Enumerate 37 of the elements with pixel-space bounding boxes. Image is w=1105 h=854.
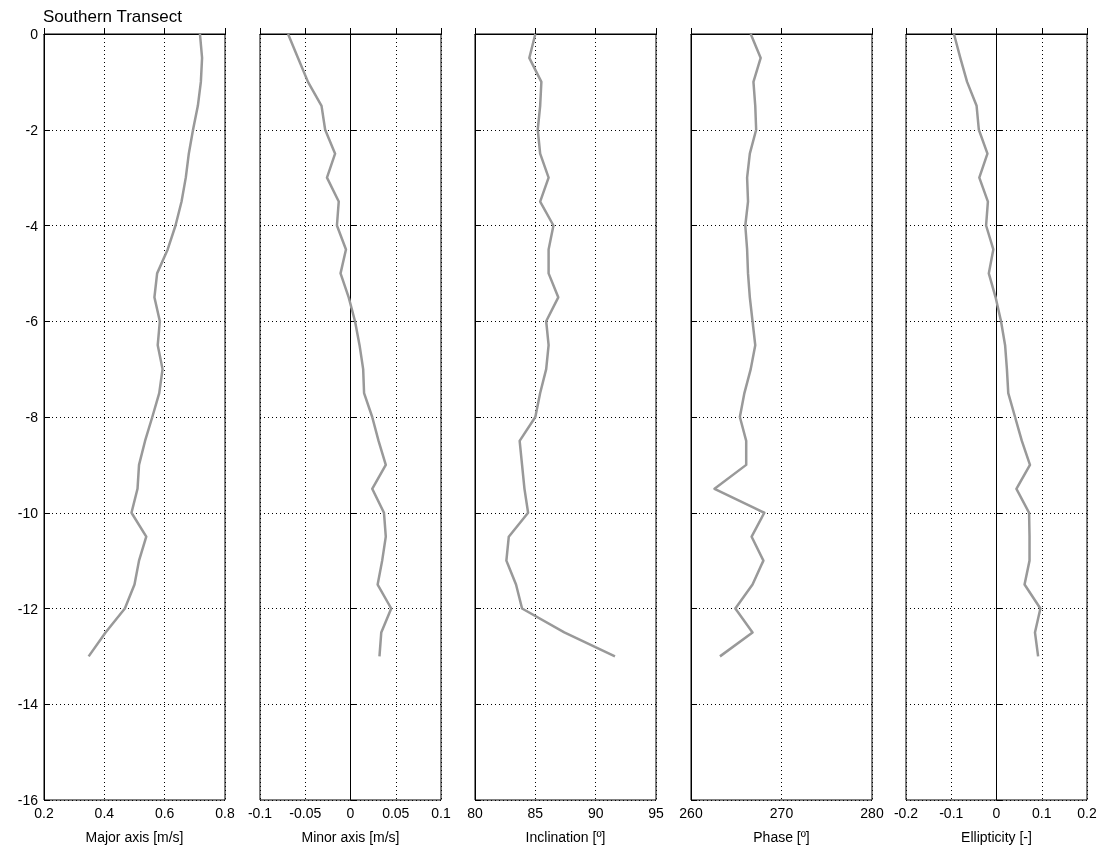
x-tick-label: 0.1 [430,805,451,821]
x-tick-label: 0.1 [1032,805,1053,821]
y-tick-label: -6 [25,313,39,330]
y-tick-label: -4 [25,217,39,234]
y-tick-label: -14 [17,696,39,713]
x-tick-label: 0.6 [154,805,175,821]
x-axis-title: Ellipticity [-] [961,829,1033,845]
x-tick-label: 90 [588,805,604,821]
x-tick-label: -0.1 [247,805,272,821]
x-tick-label: 0.05 [381,805,410,821]
x-tick-label: 85 [527,805,544,821]
x-tick-label: 95 [648,805,665,821]
x-tick-label: -0.1 [939,805,964,821]
x-tick-label: 0.2 [34,805,54,821]
line-series [87,32,204,658]
x-tick-label: 0.2 [1077,805,1098,821]
y-tick-label: -12 [17,600,39,617]
x-tick-label: 0 [346,805,355,821]
y-tick-label: -16 [17,792,39,808]
x-tick-label: 260 [679,805,703,821]
x-axis-title: Phase [º] [753,829,810,845]
x-tick-label: 280 [860,805,884,821]
x-axis-title: Inclination [º] [525,829,606,845]
x-tick-label: 80 [467,805,484,821]
x-tick-label: 0 [992,805,1001,821]
x-tick-label: 270 [769,805,794,821]
x-tick-label: 0.8 [215,805,235,821]
chart-title: Southern Transect [43,7,183,26]
x-tick-label: -0.2 [894,805,919,821]
x-tick-label: 0.4 [94,805,115,821]
y-tick-label: 0 [30,26,39,42]
x-axis-title: Minor axis [m/s] [301,829,400,845]
y-tick-label: -2 [25,121,39,138]
y-tick-label: -10 [17,504,39,521]
x-axis-title: Major axis [m/s] [85,829,184,845]
y-tick-label: -8 [25,409,39,425]
x-tick-label: -0.05 [288,805,322,821]
